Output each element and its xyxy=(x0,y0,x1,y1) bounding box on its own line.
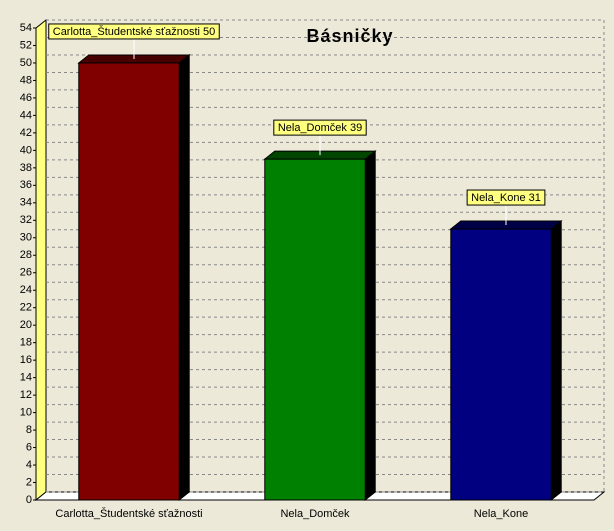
data-label-box xyxy=(273,119,367,136)
y-tick-label: 34 xyxy=(20,197,32,209)
bar-side xyxy=(550,219,562,502)
y-tick-label: 44 xyxy=(20,109,32,121)
y-tick-label: 54 xyxy=(20,22,32,34)
y-tick-label: 46 xyxy=(20,92,32,104)
y-tick-label: 18 xyxy=(20,337,32,349)
y-tick-label: 48 xyxy=(20,74,32,86)
y-tick-label: 4 xyxy=(26,459,32,471)
y-tick-label: 38 xyxy=(20,162,32,174)
data-label: Nela_Domček 39 xyxy=(278,122,362,134)
x-tick-label: Nela_Domček xyxy=(280,508,350,520)
y-tick-label: 28 xyxy=(20,249,32,261)
y-tick-label: 8 xyxy=(26,424,32,436)
y-tick-label: 52 xyxy=(20,39,32,51)
y-tick-label: 32 xyxy=(20,214,32,226)
y-tick-label: 26 xyxy=(20,267,32,279)
y-tick-label: 42 xyxy=(20,127,32,139)
x-tick-label: Nela_Kone xyxy=(474,508,528,520)
bar xyxy=(264,158,366,501)
chart-title: Básničky xyxy=(306,26,393,46)
y-tick-label: 20 xyxy=(20,319,32,331)
y-tick-label: 36 xyxy=(20,179,32,191)
bar xyxy=(450,228,552,501)
bar-side xyxy=(178,53,190,502)
data-label-box xyxy=(466,189,546,206)
y-tick-label: 24 xyxy=(20,284,32,296)
x-tick-label: Carlotta_Študentské sťažnosti xyxy=(55,507,202,520)
y-tick-label: 22 xyxy=(20,302,32,314)
y-tick-label: 0 xyxy=(26,494,32,506)
left-wall xyxy=(35,18,47,502)
y-tick-label: 30 xyxy=(20,232,32,244)
y-tick-label: 16 xyxy=(20,354,32,366)
y-tick-label: 10 xyxy=(20,406,32,418)
data-label-box xyxy=(48,23,220,40)
y-tick-label: 12 xyxy=(20,389,32,401)
y-tick-label: 50 xyxy=(20,57,32,69)
data-label: Carlotta_Študentské sťažnosti 50 xyxy=(53,25,216,38)
bar xyxy=(78,62,180,501)
bar-side xyxy=(364,150,376,502)
y-tick-label: 14 xyxy=(20,372,32,384)
y-tick-label: 2 xyxy=(26,476,32,488)
y-tick-label: 40 xyxy=(20,144,32,156)
data-label: Nela_Kone 31 xyxy=(471,192,541,204)
y-tick-label: 6 xyxy=(26,441,32,453)
